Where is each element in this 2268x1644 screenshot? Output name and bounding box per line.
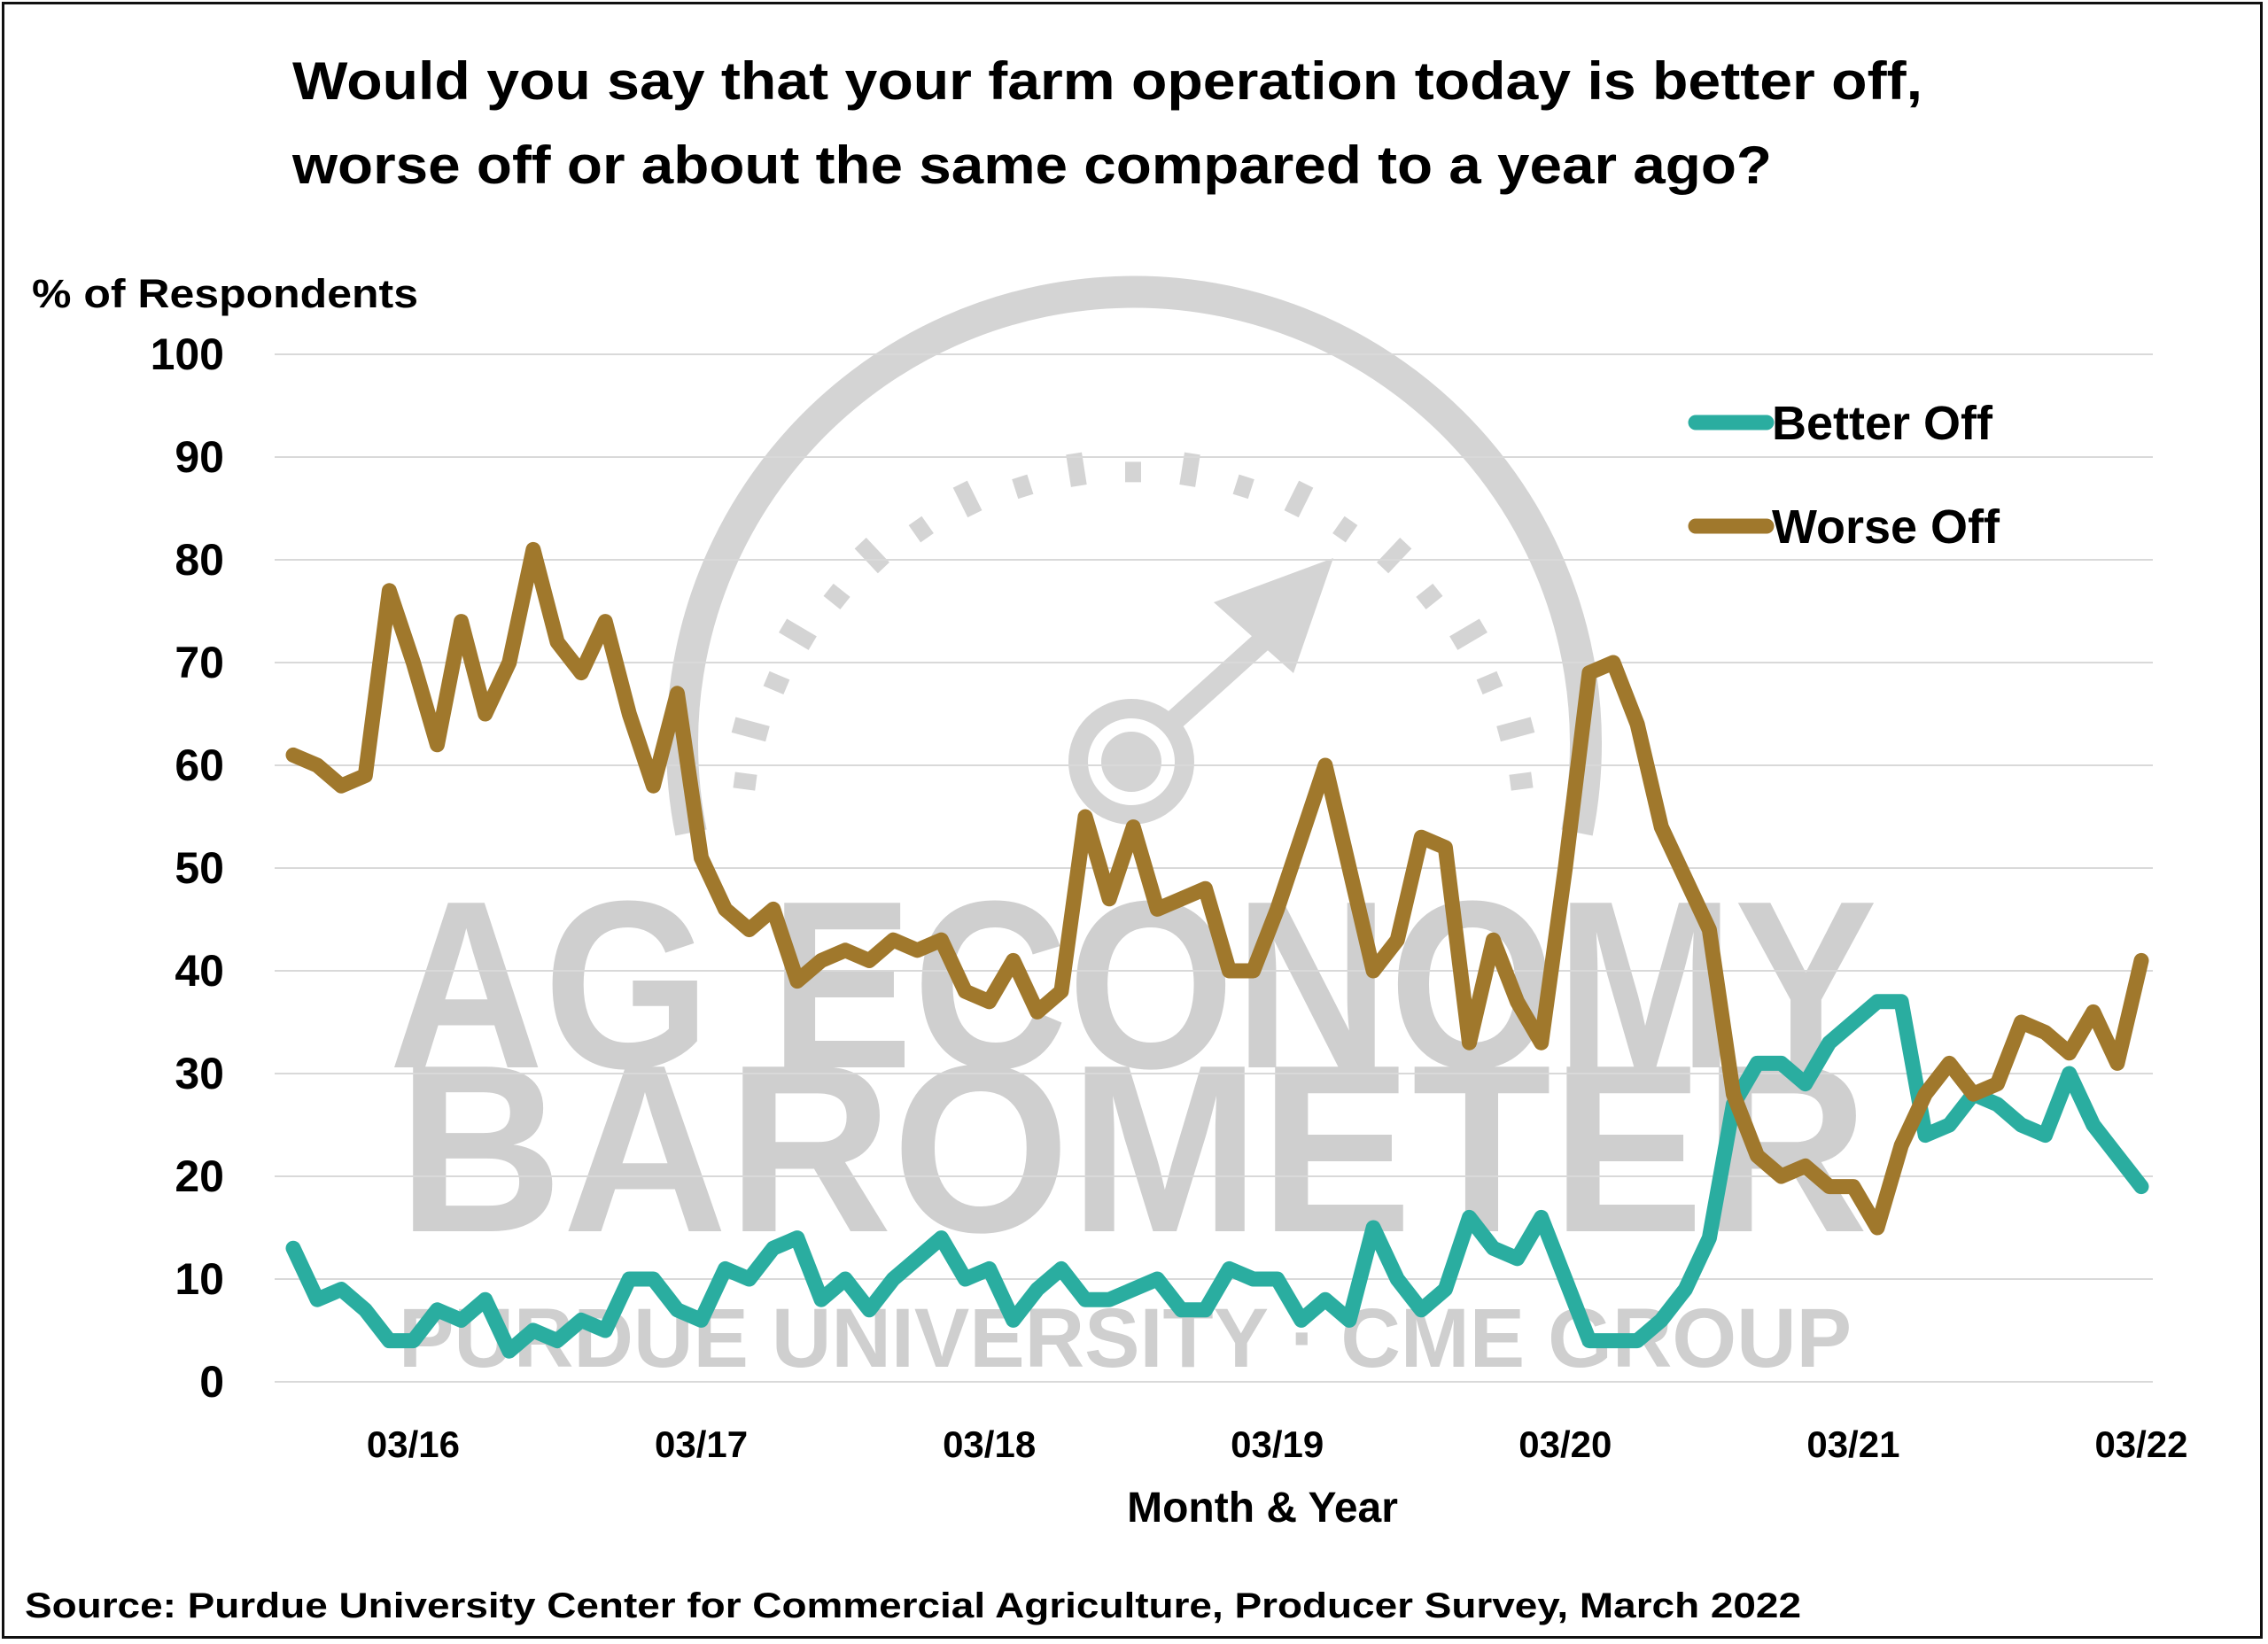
x-tick-label: 03/19 xyxy=(1231,1423,1324,1465)
y-axis-title: % of Respondents xyxy=(32,271,418,316)
y-tick-label: 90 xyxy=(175,432,224,482)
x-tick-label: 03/18 xyxy=(943,1423,1036,1465)
y-tick-label: 80 xyxy=(175,535,224,585)
x-tick-label: 03/20 xyxy=(1518,1423,1612,1465)
x-tick-label: 03/17 xyxy=(655,1423,748,1465)
gridlines xyxy=(275,353,2153,1383)
x-tick-label: 03/16 xyxy=(367,1423,460,1465)
y-tick-label: 70 xyxy=(175,638,224,687)
legend-item: Better Off xyxy=(1688,397,1993,450)
chart-title-line-1: Would you say that your farm operation t… xyxy=(292,51,1922,111)
y-tick-label: 40 xyxy=(175,946,224,996)
y-tick-label: 20 xyxy=(175,1152,224,1201)
x-axis-title: Month & Year xyxy=(1127,1485,1398,1532)
series-line-better-off xyxy=(285,994,2149,1359)
x-tick-labels: 03/16 03/17 03/18 03/19 03/20 03/21 03/22 xyxy=(367,1423,2188,1465)
legend-label: Better Off xyxy=(1772,397,1993,450)
chart-title-line-2: worse off or about the same compared to … xyxy=(291,136,1772,195)
y-tick-label: 10 xyxy=(175,1254,224,1304)
y-tick-label: 50 xyxy=(175,843,224,893)
series-lines xyxy=(285,541,2149,1359)
x-tick-label: 03/22 xyxy=(2094,1423,2187,1465)
legend-label: Worse Off xyxy=(1772,500,2000,554)
y-tick-label: 100 xyxy=(151,330,224,379)
x-tick-label: 03/21 xyxy=(1806,1423,1899,1465)
y-tick-label: 30 xyxy=(175,1049,224,1098)
legend-item: Worse Off xyxy=(1688,500,2000,554)
y-tick-labels: 0 10 20 30 40 50 60 70 80 90 100 xyxy=(151,330,224,1407)
y-tick-label: 0 xyxy=(199,1357,224,1407)
series-line-worse-off xyxy=(285,541,2149,1236)
legend: Better Off Worse Off xyxy=(1688,397,2000,554)
source-note: Source: Purdue University Center for Com… xyxy=(25,1586,1801,1625)
y-tick-label: 60 xyxy=(175,741,224,790)
